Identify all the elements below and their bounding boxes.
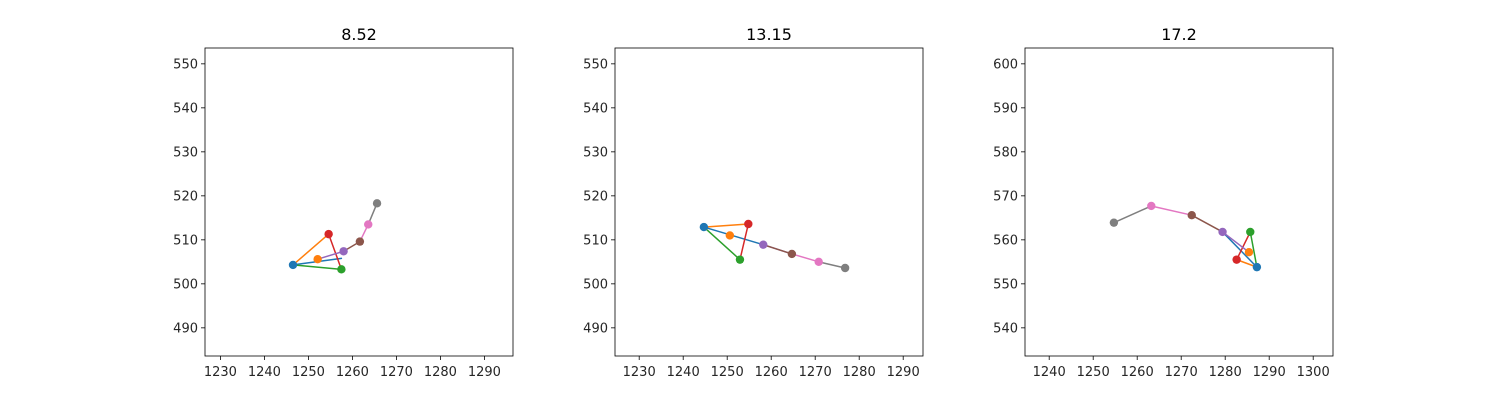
y-tick-label: 560 xyxy=(993,233,1018,248)
series-line xyxy=(739,223,750,261)
x-tick-label: 1240 xyxy=(248,365,281,380)
data-point xyxy=(364,220,373,229)
y-tick-label: 500 xyxy=(583,277,608,292)
data-point xyxy=(744,219,753,229)
x-tick-label: 1230 xyxy=(204,365,237,380)
y-tick-label: 510 xyxy=(583,233,608,248)
series-line xyxy=(791,253,820,263)
y-tick-label: 550 xyxy=(993,277,1018,292)
x-tick-label: 1270 xyxy=(1165,365,1198,380)
data-point xyxy=(759,240,768,249)
y-tick-label: 540 xyxy=(993,321,1018,336)
series-line xyxy=(703,226,741,261)
x-tick-label: 1280 xyxy=(1209,365,1242,380)
y-tick-label: 520 xyxy=(173,189,198,204)
series-line xyxy=(762,243,793,255)
x-tick-label: 1240 xyxy=(667,365,700,380)
subplot-2: 13.15 1230 1240 1250 1260 1270 1280 1290 490 500 5… xyxy=(583,25,924,380)
x-tick-label: 1240 xyxy=(1033,365,1066,380)
data-point xyxy=(324,229,333,239)
data-point xyxy=(1252,262,1262,272)
data-point xyxy=(339,247,348,256)
x-tick-label: 1250 xyxy=(1077,365,1110,380)
data-point xyxy=(787,249,797,259)
series-line xyxy=(1235,231,1252,261)
axes-frame xyxy=(204,47,514,357)
y-tick-label: 530 xyxy=(173,145,198,160)
y-tick-label: 500 xyxy=(173,277,198,292)
y-tick-label: 550 xyxy=(583,57,608,72)
y-tick-label: 590 xyxy=(993,101,1018,116)
data-point xyxy=(699,222,709,232)
data-point xyxy=(355,237,365,246)
series-line xyxy=(1221,231,1258,268)
data-point xyxy=(288,260,298,270)
x-tick-label: 1290 xyxy=(887,365,920,380)
subplot-title: 8.52 xyxy=(341,25,377,44)
data-point xyxy=(372,199,382,208)
x-tick-label: 1230 xyxy=(623,365,656,380)
y-tick-label: 520 xyxy=(583,189,608,204)
y-tick-label: 530 xyxy=(583,145,608,160)
data-point xyxy=(735,255,745,264)
x-tick-label: 1290 xyxy=(1253,365,1286,380)
y-tick-label: 490 xyxy=(583,321,608,336)
data-point xyxy=(1232,255,1241,264)
data-point xyxy=(1218,227,1227,237)
x-tick-label: 1280 xyxy=(424,365,457,380)
y-tick-label: 600 xyxy=(993,57,1018,72)
x-tick-label: 1260 xyxy=(1121,365,1154,380)
subplot-title: 17.2 xyxy=(1161,25,1197,44)
series-line xyxy=(316,250,345,260)
data-point xyxy=(1244,247,1254,257)
series-line xyxy=(1191,214,1224,233)
x-tick-label: 1260 xyxy=(755,365,788,380)
data-point xyxy=(1187,211,1196,220)
subplot-3: 17.2 1240 1250 1260 1270 1280 1290 1300 540 550 56… xyxy=(993,25,1334,380)
series-line xyxy=(327,233,343,271)
series-line xyxy=(292,264,343,271)
x-tick-label: 1280 xyxy=(843,365,876,380)
y-tick-label: 510 xyxy=(173,233,198,248)
data-point xyxy=(1109,218,1119,227)
x-tick-label: 1250 xyxy=(711,365,744,380)
x-tick-label: 1250 xyxy=(292,365,325,380)
x-tick-label: 1260 xyxy=(336,365,369,380)
series-line xyxy=(1150,205,1193,216)
subplot-1: 8.52 1230 1240 1250 1260 1270 1280 1290 490 500 51… xyxy=(173,25,514,380)
y-tick-label: 540 xyxy=(583,101,608,116)
x-tick-label: 1300 xyxy=(1297,365,1330,380)
data-point xyxy=(313,255,322,264)
series-line xyxy=(817,261,846,269)
axes-frame xyxy=(614,47,924,357)
y-tick-label: 570 xyxy=(993,189,1018,204)
data-point xyxy=(725,231,735,240)
series-line xyxy=(1221,231,1250,253)
x-tick-label: 1270 xyxy=(799,365,832,380)
y-tick-label: 580 xyxy=(993,145,1018,160)
data-point xyxy=(1147,201,1156,211)
data-point xyxy=(1246,227,1255,237)
series-line xyxy=(703,223,750,228)
series-line xyxy=(1113,205,1153,224)
x-tick-label: 1270 xyxy=(380,365,413,380)
axes-frame xyxy=(1024,47,1334,357)
x-tick-label: 1290 xyxy=(468,365,501,380)
y-tick-label: 490 xyxy=(173,321,198,336)
series-line xyxy=(292,233,330,266)
data-point xyxy=(337,265,346,274)
data-point xyxy=(814,257,823,267)
y-tick-label: 550 xyxy=(173,57,198,72)
series-line xyxy=(1249,231,1258,268)
data-point xyxy=(840,263,850,273)
subplot-title: 13.15 xyxy=(746,25,792,44)
y-tick-label: 540 xyxy=(173,101,198,116)
